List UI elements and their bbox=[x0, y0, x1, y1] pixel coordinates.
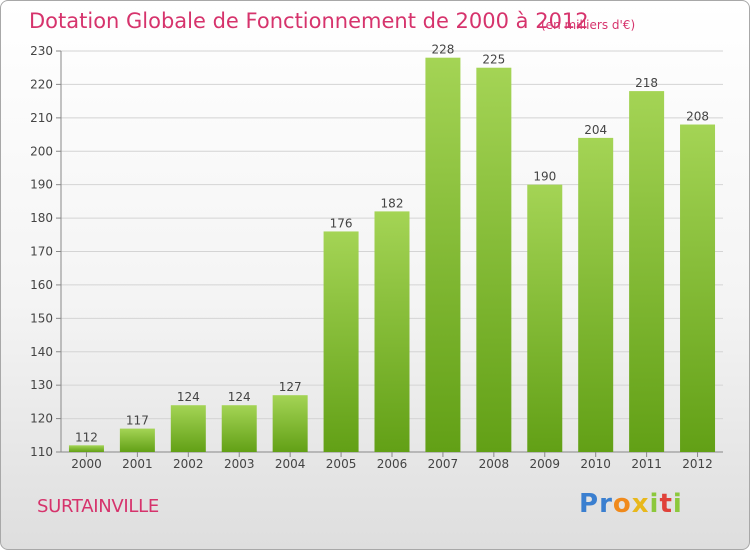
bar-2008 bbox=[476, 67, 512, 452]
bar-2000 bbox=[68, 445, 104, 452]
bar-2007 bbox=[425, 57, 461, 452]
bar-2003 bbox=[221, 405, 257, 452]
data-label-2002: 124 bbox=[177, 390, 200, 404]
bar-2002 bbox=[170, 405, 206, 452]
x-tick-label-2006: 2006 bbox=[377, 457, 408, 471]
x-tick-label-2011: 2011 bbox=[631, 457, 662, 471]
y-tick-label: 150 bbox=[30, 311, 53, 325]
bar-2005 bbox=[323, 231, 359, 452]
bar-2004 bbox=[272, 395, 308, 452]
data-label-2011: 218 bbox=[635, 76, 658, 90]
x-tick-label-2009: 2009 bbox=[529, 457, 560, 471]
data-label-2005: 176 bbox=[330, 216, 353, 230]
logo-letter: i bbox=[672, 489, 683, 519]
x-tick-label-2012: 2012 bbox=[682, 457, 713, 471]
data-label-2001: 117 bbox=[126, 414, 149, 428]
proxiti-logo: Proxiti bbox=[579, 489, 683, 519]
data-label-2012: 208 bbox=[686, 110, 709, 124]
bar-2006 bbox=[374, 211, 410, 452]
y-tick-label: 110 bbox=[30, 445, 53, 459]
x-tick-label-2001: 2001 bbox=[122, 457, 153, 471]
data-label-2003: 124 bbox=[228, 390, 251, 404]
y-tick-label: 160 bbox=[30, 278, 53, 292]
y-tick-label: 190 bbox=[30, 178, 53, 192]
x-tick-label-2005: 2005 bbox=[326, 457, 357, 471]
x-tick-label-2000: 2000 bbox=[71, 457, 102, 471]
logo-letter: r bbox=[599, 489, 613, 519]
bar-2009 bbox=[527, 184, 563, 452]
logo-letter: P bbox=[579, 489, 600, 519]
x-tick-label-2010: 2010 bbox=[580, 457, 611, 471]
bar-2001 bbox=[119, 428, 155, 452]
y-tick-label: 130 bbox=[30, 378, 53, 392]
data-label-2007: 228 bbox=[431, 43, 454, 57]
data-label-2009: 190 bbox=[533, 170, 556, 184]
x-tick-label-2007: 2007 bbox=[428, 457, 459, 471]
y-tick-label: 200 bbox=[30, 144, 53, 158]
y-tick-label: 120 bbox=[30, 412, 53, 426]
x-tick-label-2003: 2003 bbox=[224, 457, 255, 471]
chart-title: Dotation Globale de Fonctionnement de 20… bbox=[29, 9, 589, 33]
y-tick-label: 210 bbox=[30, 111, 53, 125]
x-tick-label-2004: 2004 bbox=[275, 457, 306, 471]
logo-letter: x bbox=[631, 489, 650, 519]
chart-subtitle: (en milliers d'€) bbox=[541, 18, 636, 32]
logo-letter: t bbox=[659, 489, 673, 519]
bar-2010 bbox=[578, 137, 614, 452]
bar-2012 bbox=[680, 124, 716, 453]
data-label-2006: 182 bbox=[381, 196, 404, 210]
x-tick-label-2002: 2002 bbox=[173, 457, 204, 471]
y-tick-label: 170 bbox=[30, 245, 53, 259]
data-label-2010: 204 bbox=[584, 123, 607, 137]
data-label-2000: 112 bbox=[75, 430, 98, 444]
y-tick-label: 140 bbox=[30, 345, 53, 359]
data-label-2004: 127 bbox=[279, 380, 302, 394]
y-tick-label: 230 bbox=[30, 44, 53, 58]
data-label-2008: 225 bbox=[482, 53, 505, 67]
commune-name: SURTAINVILLE bbox=[37, 496, 159, 517]
x-tick-label-2008: 2008 bbox=[479, 457, 510, 471]
logo-letter: i bbox=[649, 489, 660, 519]
bar-2011 bbox=[629, 91, 665, 452]
y-tick-label: 180 bbox=[30, 211, 53, 225]
y-tick-label: 220 bbox=[30, 77, 53, 91]
logo-letter: o bbox=[612, 489, 632, 519]
